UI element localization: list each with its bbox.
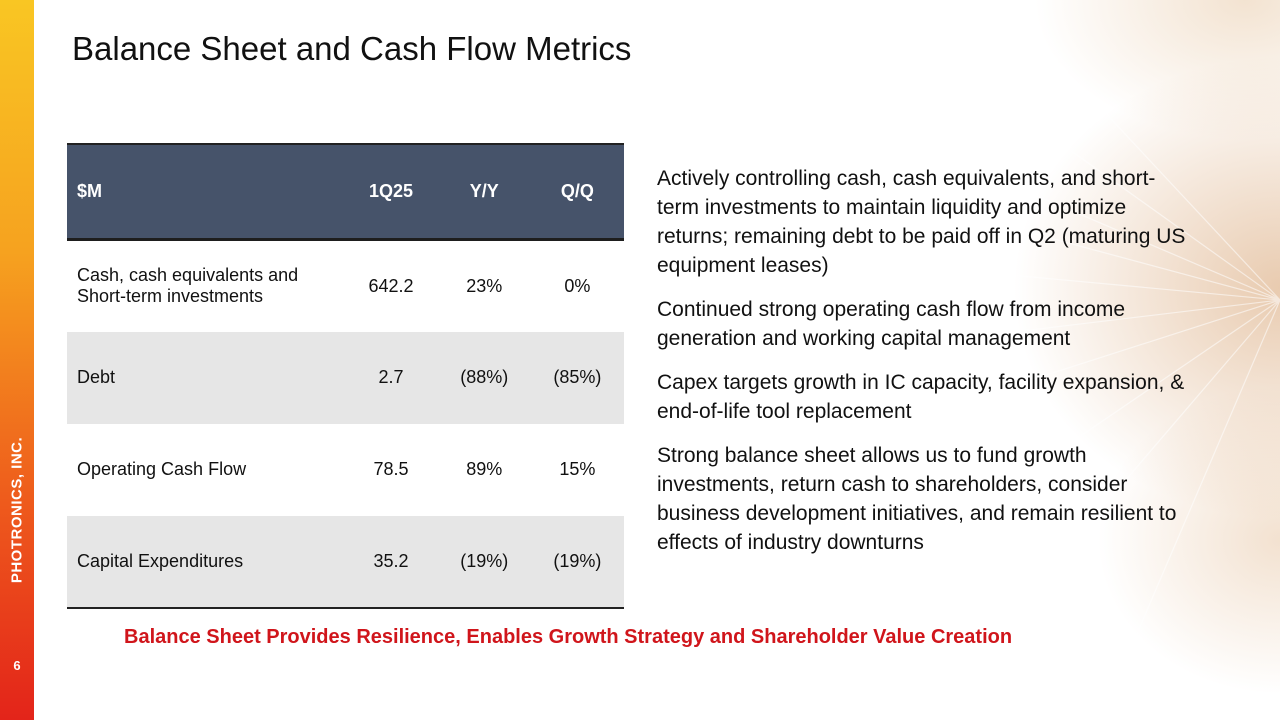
table-row: Operating Cash Flow 78.5 89% 15%	[67, 424, 624, 516]
page-number: 6	[13, 658, 21, 673]
header-quarter: 1Q25	[344, 144, 438, 241]
commentary-item: Capex targets growth in IC capacity, fac…	[657, 371, 1185, 423]
header-qq: Q/Q	[530, 144, 624, 241]
background-light-rays	[720, 0, 1280, 720]
row-yy: (88%)	[460, 367, 509, 387]
row-label: Capital Expenditures	[77, 550, 244, 571]
row-qq: (19%)	[553, 550, 602, 571]
slide-title: Balance Sheet and Cash Flow Metrics	[72, 30, 632, 67]
metrics-table: $M 1Q25 Y/Y Q/Q Cash, cash equivalents a…	[67, 143, 624, 609]
commentary-list: Actively controlling cash, cash equivale…	[657, 164, 1197, 572]
row-label: Debt	[77, 367, 116, 387]
row-label: Operating Cash Flow	[77, 459, 247, 479]
row-yy: 23%	[466, 275, 503, 296]
row-value: 642.2	[368, 275, 414, 296]
row-value: 78.5	[373, 459, 409, 479]
row-qq: 15%	[559, 459, 596, 479]
header-yy: Y/Y	[437, 144, 531, 241]
table-header-row: $M 1Q25 Y/Y Q/Q	[67, 144, 624, 241]
commentary-item: Continued strong operating cash flow fro…	[657, 298, 1126, 350]
row-value: 35.2	[373, 550, 409, 571]
commentary-item: Actively controlling cash, cash equivale…	[657, 167, 1186, 277]
tagline: Balance Sheet Provides Resilience, Enabl…	[124, 626, 1013, 648]
header-label: $M	[67, 144, 345, 241]
row-value: 2.7	[378, 367, 404, 387]
table-row: Cash, cash equivalents and Short-term in…	[67, 240, 624, 332]
row-yy: 89%	[466, 459, 503, 479]
side-accent-bar: PHOTRONICS, INC. 6	[0, 0, 34, 720]
row-qq: 0%	[564, 275, 591, 296]
background-glow	[580, 0, 1280, 720]
company-name: PHOTRONICS, INC.	[8, 436, 26, 584]
row-label: Cash, cash equivalents and Short-term in…	[77, 265, 299, 307]
commentary-item: Strong balance sheet allows us to fund g…	[657, 444, 1177, 554]
table-row: Capital Expenditures 35.2 (19%) (19%)	[67, 515, 624, 608]
table-row: Debt 2.7 (88%) (85%)	[67, 331, 624, 424]
row-yy: (19%)	[460, 550, 509, 571]
row-qq: (85%)	[553, 367, 602, 387]
